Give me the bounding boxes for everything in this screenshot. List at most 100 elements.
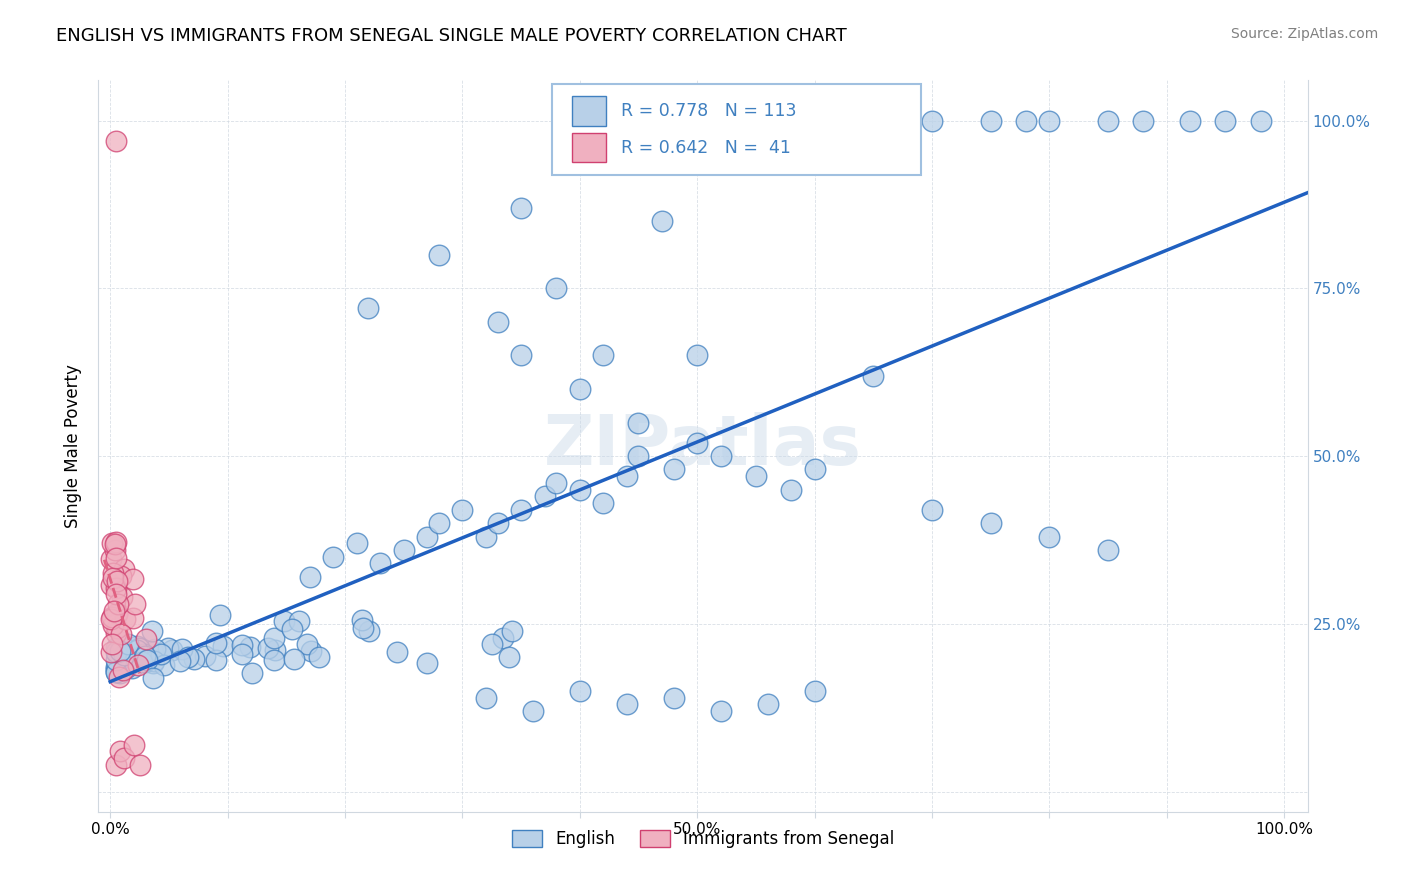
Point [257,641,280,656]
Point [110,635,132,649]
Point [627,449,650,463]
Point [108,651,131,665]
Point [263,642,285,657]
Point [1038,530,1060,544]
Point [1215,113,1237,128]
Point [107,607,129,621]
Text: R = 0.778   N = 113: R = 0.778 N = 113 [621,102,796,120]
Point [533,489,555,503]
Point [101,637,124,651]
Point [105,652,128,666]
Point [108,744,131,758]
FancyBboxPatch shape [551,84,921,176]
Point [231,638,253,652]
Point [592,348,614,362]
Point [127,657,149,672]
Point [105,648,128,662]
Point [135,632,157,646]
Point [115,656,138,670]
Point [104,542,127,557]
Point [756,698,779,712]
Point [100,578,122,592]
Point [281,622,304,636]
Point [127,643,149,657]
Point [101,618,124,632]
Point [107,664,129,678]
Point [112,663,135,677]
Text: ZIPatlas: ZIPatlas [544,412,862,480]
Point [132,647,155,661]
Point [121,651,143,665]
Point [357,301,380,316]
Point [205,653,228,667]
Point [501,624,523,638]
Point [204,635,226,649]
Point [298,570,321,584]
Point [1038,113,1060,128]
Point [153,658,176,673]
Point [616,698,638,712]
Bar [572,96,606,126]
Point [475,530,498,544]
Point [177,650,200,665]
Point [141,624,163,638]
Point [862,368,884,383]
Point [263,653,285,667]
Point [142,644,165,658]
Point [592,496,614,510]
Point [546,475,568,490]
Point [1180,113,1202,128]
Point [121,573,143,587]
Point [108,643,131,657]
Point [780,483,803,497]
Point [128,640,150,655]
Point [745,469,768,483]
Point [510,502,533,516]
Point [212,639,235,653]
Point [651,214,673,228]
Point [100,645,122,659]
Point [105,551,128,566]
Point [104,581,127,595]
Point [240,666,263,681]
Point [862,113,884,128]
Point [105,645,128,659]
Point [498,650,520,665]
Point [295,637,318,651]
Point [105,587,128,601]
Point [105,574,128,589]
Point [156,641,179,656]
Point [105,662,128,676]
Point [486,516,509,531]
Point [209,608,232,623]
Point [105,606,128,620]
Point [368,557,391,571]
Point [112,562,135,576]
Point [105,534,128,549]
Point [392,543,415,558]
Point [115,652,138,666]
Point [105,665,128,680]
Point [803,462,825,476]
Point [107,597,129,611]
Point [121,611,143,625]
Point [980,113,1002,128]
Point [980,516,1002,531]
Point [283,651,305,665]
Point [105,621,128,635]
Point [115,661,138,675]
Point [921,502,943,516]
Point [387,645,409,659]
Point [110,657,132,671]
Point [510,348,533,362]
Point [122,738,145,752]
Point [124,597,146,611]
Point [686,348,709,362]
Point [125,639,148,653]
Point [143,654,166,668]
Point [100,612,122,626]
Point [710,704,733,718]
Point [128,757,150,772]
Y-axis label: Single Male Poverty: Single Male Poverty [65,364,83,528]
Point [160,642,183,657]
